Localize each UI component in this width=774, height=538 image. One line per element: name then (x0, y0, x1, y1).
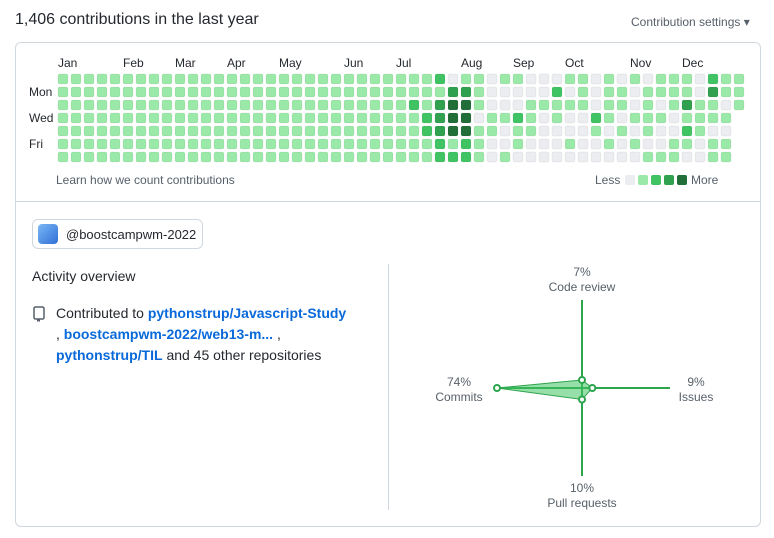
contributions-title: 1,406 contributions in the last year (15, 11, 259, 28)
org-avatar (38, 224, 58, 244)
org-name[interactable]: @boostcampwm-2022 (66, 226, 197, 242)
learn-link[interactable]: Learn how we count contributions (56, 173, 235, 187)
legend-less: Less (595, 173, 621, 187)
repo-link[interactable]: pythonstrup/TIL (56, 347, 163, 363)
separator: , (56, 326, 60, 342)
panel (15, 42, 761, 527)
suffix: and 45 other repositories (166, 347, 322, 363)
repo-link[interactable]: pythonstrup/Javascript-Study (147, 305, 347, 321)
activity-text: Contributed to pythonstrup/Javascript-St… (56, 303, 376, 366)
repo-icon (33, 306, 45, 322)
org-chip[interactable]: @boostcampwm-2022 (32, 219, 203, 249)
prefix: Contributed to (56, 305, 144, 321)
activity-title: Activity overview (32, 268, 136, 284)
settings-label[interactable]: Contribution settings (631, 15, 741, 29)
legend-more: More (691, 173, 719, 187)
repo-link[interactable]: boostcampwm-2022/web13-m... (63, 326, 274, 342)
vertical-divider (388, 264, 389, 510)
separator: , (276, 326, 281, 342)
settings-button[interactable]: Contribution settings ▾ (631, 15, 750, 29)
divider (16, 201, 760, 202)
